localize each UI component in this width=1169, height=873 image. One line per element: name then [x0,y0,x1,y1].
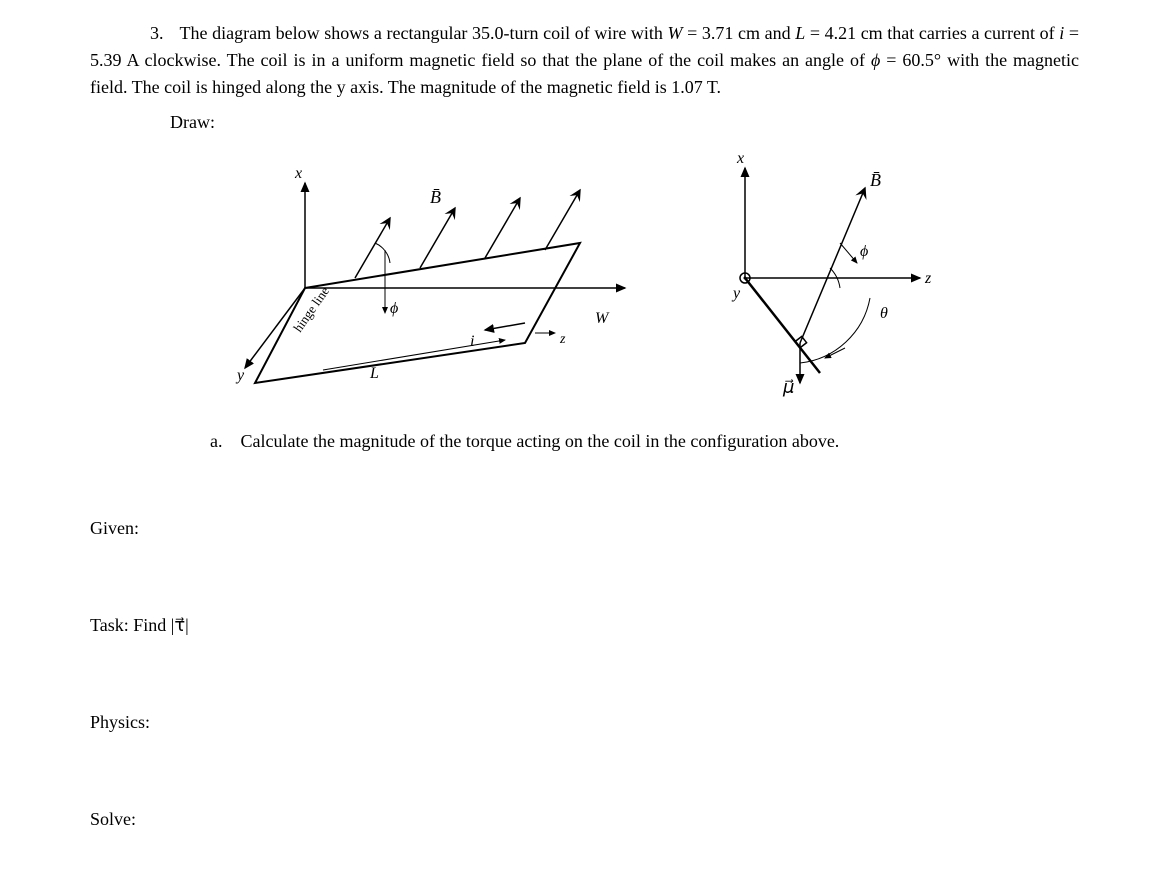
svg-text:L: L [369,365,379,382]
physics-diagram: y x L W hinge line i z [235,148,935,408]
var-L: L [795,23,805,43]
given-label: Given: [90,515,1079,542]
var-W: W [668,23,683,43]
part-a-text: Calculate the magnitude of the torque ac… [241,431,840,451]
problem-statement: 3. The diagram below shows a rectangular … [90,20,1079,101]
var-phi: ϕ [871,50,880,70]
svg-text:B̄: B̄ [430,187,441,207]
eq-W: = 3.71 cm and [683,23,796,43]
svg-text:z: z [559,332,566,347]
svg-text:ϕ: ϕ [860,243,868,260]
svg-text:B̄: B̄ [870,170,881,190]
svg-text:x: x [736,150,744,167]
problem-number: 3. [150,20,164,47]
part-a-letter: a. [210,431,223,451]
part-a: a. Calculate the magnitude of the torque … [210,428,999,455]
right-diagram: x z y μ⃗ B̄ ϕ θ [731,150,932,397]
svg-text:θ: θ [880,305,888,322]
eq-L: = 4.21 cm that carries a current of [805,23,1059,43]
diagram-container: y x L W hinge line i z [90,148,1079,408]
svg-text:W: W [595,310,610,327]
svg-text:z: z [924,270,932,287]
draw-label: Draw: [170,109,1079,136]
svg-text:y: y [235,367,245,384]
problem-text-1: The diagram below shows a rectangular 35… [180,23,668,43]
task-label: Task: Find |τ⃗| [90,612,1079,639]
svg-text:μ⃗: μ⃗ [782,377,794,397]
svg-text:i: i [470,333,474,350]
physics-label: Physics: [90,709,1079,736]
left-diagram: y x L W hinge line i z [235,165,625,384]
solve-label: Solve: [90,806,1079,833]
svg-text:ϕ: ϕ [390,300,398,317]
svg-text:hinge line: hinge line [290,284,332,335]
svg-text:y: y [731,285,741,302]
svg-text:x: x [294,165,302,182]
